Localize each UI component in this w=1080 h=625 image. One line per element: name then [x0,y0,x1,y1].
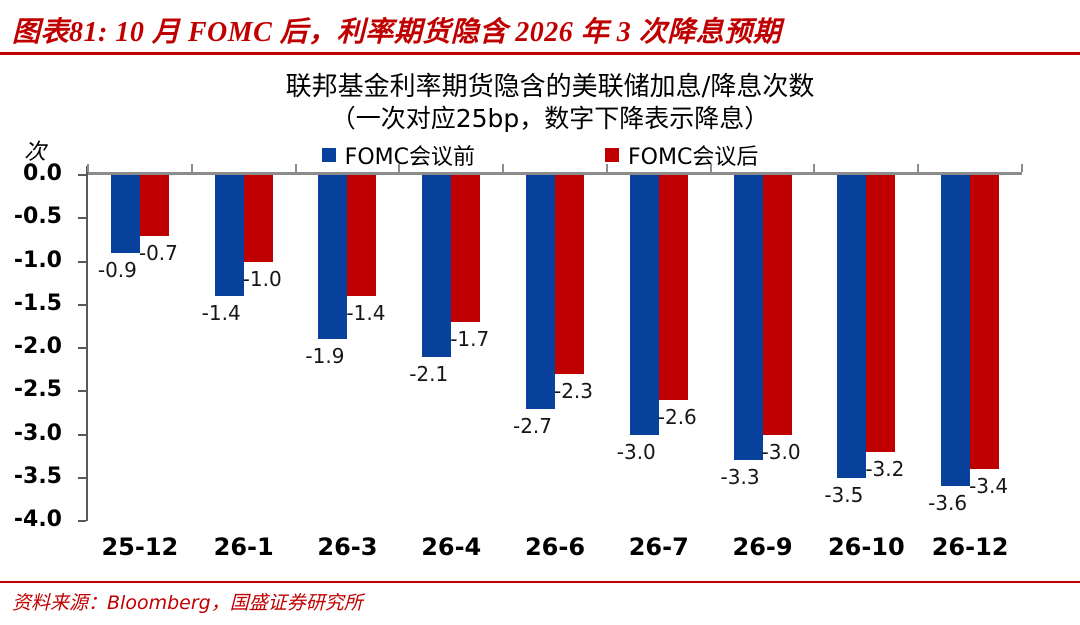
bar-fomc-post [347,175,377,297]
x-axis-label: 25-12 [101,533,179,561]
chart-title: 联邦基金利率期货隐含的美联储加息/降息次数 [285,72,815,102]
bar-value-label: -3.6 [928,491,968,516]
x-axis-label: 26-3 [317,533,378,561]
x-axis-tick [294,164,297,172]
bar-value-label: -3.0 [616,439,656,464]
x-axis-label: 26-10 [827,533,905,561]
x-axis-label: 26-4 [421,533,482,561]
legend-item-fomc-post: FOMC会议后 [605,139,758,171]
bar-value-label: -1.4 [346,301,386,326]
legend-label-fomc-pre: FOMC会议前 [344,145,475,170]
y-axis-tick [78,347,86,349]
x-axis-label: 26-1 [213,533,274,561]
legend-swatch-blue [321,148,336,162]
y-axis-tick [78,217,86,220]
bar-value-label: -3.5 [824,482,864,507]
figure-title: 图表81: 10 月 FOMC 后，利率期货隐含 2026 年 3 次降息预期 [12,17,782,48]
bar-value-label: -2.3 [553,378,594,403]
bottom-divider [0,581,1080,583]
bar-value-label: -1.0 [242,266,282,291]
x-axis-tick [87,164,89,172]
y-tick-label: -4.0 [13,507,62,532]
bar-value-label: -1.7 [450,327,490,352]
bar-value-label: -3.2 [865,456,905,481]
bar-value-label: -0.7 [138,240,178,265]
x-axis-zero-line [88,172,1022,175]
legend-label-fomc-post: FOMC会议后 [628,145,759,170]
bar-value-label: -3.3 [720,465,760,490]
bar-fomc-pre [318,175,348,340]
x-axis-tick [813,164,816,172]
y-tick-label: -1.5 [13,290,62,316]
bar-fomc-post [555,175,584,374]
bar-fomc-post [451,175,481,323]
legend-item-fomc-pre: FOMC会议前 [321,139,475,171]
bar-value-label: -3.4 [969,474,1009,499]
y-axis-unit-label: 次 [24,140,47,165]
bar-value-label: -1.4 [201,301,241,326]
x-axis-label: 26-6 [524,533,586,561]
y-axis-tick [78,174,86,176]
bar-fomc-post [762,175,792,435]
y-tick-label: -3.5 [13,463,62,489]
y-axis-tick [78,433,86,436]
chart-subtitle: （一次对应25bp，数字下降表示降息） [330,104,770,133]
y-axis-tick [78,260,86,263]
bar-fomc-post [970,175,1000,470]
bar-fomc-post [139,175,169,236]
bar-fomc-post [866,175,896,452]
bar-value-label: -3.0 [761,439,801,464]
legend-swatch-red [605,148,619,162]
bar-fomc-pre [941,175,971,487]
bar-fomc-pre [214,175,244,297]
y-axis-tick [78,303,86,306]
bar-value-label: -0.9 [97,257,137,282]
y-axis-line [86,166,88,521]
x-axis-tick [190,164,193,172]
x-axis-tick [605,164,608,172]
y-tick-label: -1.0 [13,247,62,273]
bar-fomc-pre [110,175,140,253]
x-axis-tick [398,164,401,172]
bar-fomc-pre [629,175,659,435]
source-note: 资料来源：Bloomberg，国盛证券研究所 [12,592,363,614]
x-axis-label: 26-7 [628,533,689,561]
y-axis-tick [78,390,86,393]
y-tick-label: -2.5 [13,377,62,403]
bar-fomc-post [658,175,688,400]
x-axis-tick [917,164,920,172]
title-divider [0,52,1080,55]
x-axis-tick [1021,164,1023,172]
y-axis-tick [78,476,86,479]
y-axis-tick [78,520,86,522]
y-tick-label: 0.0 [23,161,62,186]
x-axis-tick [709,164,712,172]
legend: FOMC会议前 FOMC会议后 [0,139,1080,171]
bar-fomc-pre [422,175,452,357]
x-axis-label: 26-12 [931,533,1009,561]
x-axis-label: 26-9 [732,533,793,561]
bar-value-label: -2.6 [657,404,697,429]
bar-value-label: -1.9 [305,344,345,369]
bar-fomc-pre [837,175,867,478]
bar-value-label: -2.7 [512,413,553,438]
y-tick-label: -2.0 [13,334,62,359]
y-tick-label: -3.0 [13,420,62,446]
bar-fomc-post [243,175,273,262]
bar-value-label: -2.1 [409,361,449,386]
y-tick-label: -0.5 [13,204,62,230]
x-axis-tick [502,164,505,172]
bar-fomc-pre [733,175,763,461]
bar-fomc-pre [526,175,555,409]
